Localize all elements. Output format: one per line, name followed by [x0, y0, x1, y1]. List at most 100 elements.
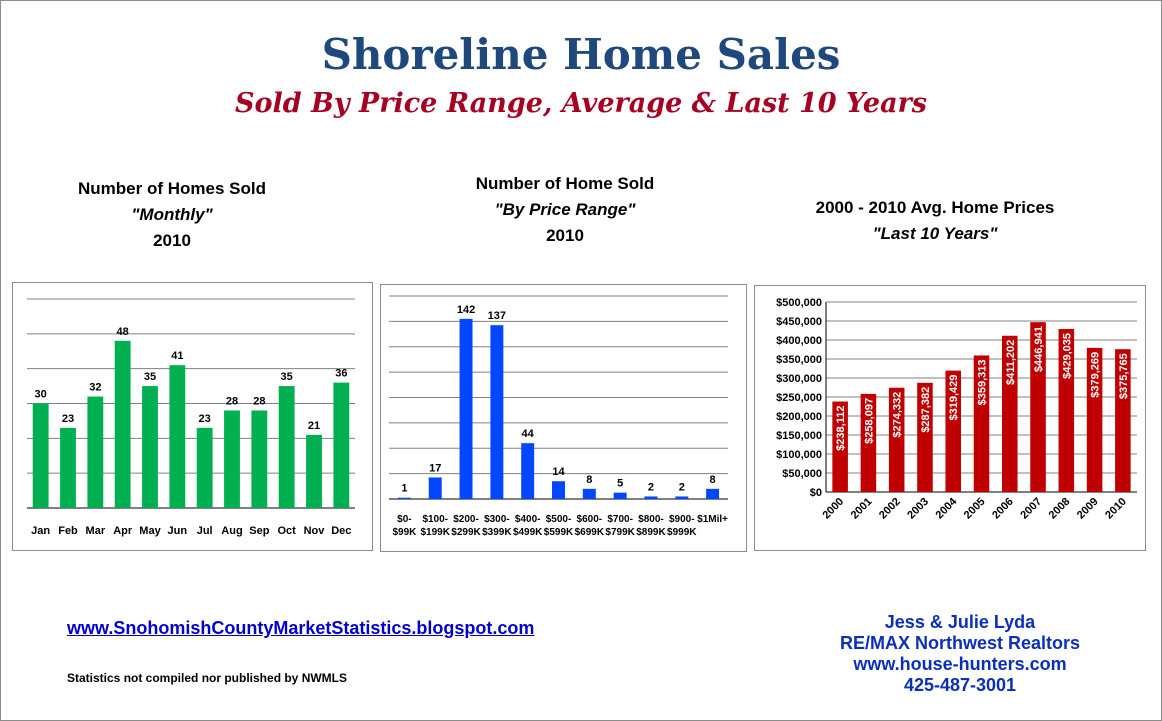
price-range-x-tick-label: $500- [546, 514, 572, 525]
monthly-x-tick-label: Jun [168, 525, 188, 537]
chart2-heading-line1: Number of Home Sold [475, 174, 655, 193]
price-range-bar [521, 443, 535, 499]
avg-price-x-tick-label: 2004 [934, 495, 960, 521]
avg-price-y-tick-label: $0 [810, 487, 822, 499]
price-range-x-tick-label: $199K [420, 527, 450, 538]
monthly-x-tick-label: May [139, 525, 161, 537]
monthly-data-label: 28 [226, 395, 238, 407]
avg-price-x-tick-label: 2007 [1018, 496, 1044, 522]
chart1-heading-line1: Number of Homes Sold [78, 179, 266, 198]
contact-website[interactable]: www.house-hunters.com [853, 654, 1067, 674]
monthly-x-tick-label: Aug [221, 525, 242, 537]
monthly-bar [169, 365, 186, 508]
avg-price-chart-box: $0 $50,000 $100,000 $150,000 $200,000 $250,00… [754, 285, 1146, 551]
avg-price-data-label: $411,202 [1005, 340, 1017, 385]
avg-price-data-label: $359,313 [977, 359, 989, 405]
chart3-heading: 2000 - 2010 Avg. Home Prices "Last 10 Ye… [790, 195, 1080, 247]
monthly-x-tick-label: Nov [304, 525, 326, 537]
avg-price-bar [1058, 328, 1075, 492]
price-range-data-label: 1 [401, 483, 407, 495]
price-range-x-tick-label: $399K [482, 527, 512, 538]
monthly-x-tick-label: Jul [197, 525, 213, 537]
price-range-x-tick-label: $200- [453, 514, 479, 525]
price-range-x-tick-label: $799K [605, 527, 635, 538]
chart2-heading-line3: 2010 [546, 226, 584, 245]
monthly-bar [251, 410, 268, 508]
monthly-bar [32, 403, 49, 508]
price-range-bar [552, 481, 565, 499]
monthly-bar [278, 386, 295, 508]
avg-price-data-label: $258,097 [863, 398, 875, 444]
price-range-x-tick-label: $699K [575, 527, 605, 538]
monthly-data-label: 35 [281, 371, 293, 383]
avg-price-data-label: $375,765 [1118, 353, 1130, 399]
chart2-heading-line2: "By Price Range" [494, 200, 636, 219]
monthly-x-tick-label: Mar [86, 525, 106, 537]
avg-price-x-tick-label: 2010 [1103, 496, 1129, 522]
avg-price-bar [1001, 335, 1018, 492]
price-range-x-tick-label: $0- [397, 514, 411, 525]
price-range-data-label: 137 [488, 310, 506, 322]
monthly-bar [306, 434, 322, 508]
avg-price-y-tick-label: $500,000 [776, 297, 822, 309]
chart3-heading-line1: 2000 - 2010 Avg. Home Prices [815, 198, 1055, 217]
price-range-bar [397, 497, 411, 499]
price-range-x-tick-label: $400- [515, 514, 541, 525]
price-range-chart-box: 1 $0- $99K 17 $100- $199K 142 $200- $299K 137 $300… [380, 284, 747, 552]
avg-price-y-tick-label: $300,000 [776, 373, 822, 385]
avg-price-x-tick-label: 2005 [962, 496, 988, 522]
monthly-data-label: 48 [117, 326, 129, 338]
avg-price-x-tick-label: 2006 [990, 496, 1016, 522]
price-range-x-tick-label: $600- [577, 514, 603, 525]
price-range-x-tick-label: $499K [513, 527, 543, 538]
contact-company: RE/MAX Northwest Realtors [839, 633, 1081, 653]
avg-price-y-tick-label: $200,000 [776, 411, 822, 423]
avg-price-data-label: $238,112 [835, 406, 847, 451]
monthly-bar [60, 427, 76, 508]
monthly-bar [333, 382, 350, 508]
price-range-data-label: 2 [648, 481, 654, 493]
monthly-x-tick-label: Dec [331, 525, 351, 537]
chart1-heading-line3: 2010 [153, 231, 191, 250]
page-subtitle: Sold By Price Range, Average & Last 10 Y… [234, 88, 928, 119]
avg-price-data-label: $287,382 [920, 387, 932, 433]
avg-price-x-tick-label: 2008 [1047, 496, 1073, 522]
blog-link[interactable]: www.SnohomishCountyMarketStatistics.blog… [67, 618, 535, 638]
price-range-x-tick-label: $700- [607, 514, 633, 525]
price-range-bar [675, 496, 689, 499]
monthly-bar [87, 396, 104, 508]
contact-block: Jess & Julie Lyda RE/MAX Northwest Realt… [820, 612, 1100, 696]
monthly-bar [224, 410, 240, 508]
price-range-data-label: 17 [429, 462, 441, 474]
price-range-x-tick-label: $300- [484, 514, 510, 525]
price-range-bar [428, 477, 442, 499]
monthly-data-label: 41 [171, 350, 183, 362]
price-range-x-tick-label: $599K [544, 527, 574, 538]
monthly-x-tick-label: Jan [31, 525, 50, 537]
price-range-bar [644, 496, 658, 499]
avg-price-bar [1086, 347, 1103, 492]
price-range-x-tick-label: $899K [636, 527, 666, 538]
price-range-bar [490, 325, 504, 499]
avg-price-y-tick-label: $250,000 [776, 392, 822, 404]
avg-price-y-tick-label: $100,000 [776, 449, 822, 461]
avg-price-data-label: $379,269 [1090, 352, 1102, 398]
price-range-bar [459, 318, 473, 499]
monthly-bar [196, 427, 213, 508]
monthly-chart-box: 30 Jan 23 Feb 32 Mar 48 Apr 35 May 41 Jun 23 Jul 28 Aug… [12, 282, 373, 551]
monthly-data-label: 23 [62, 413, 74, 425]
avg-price-bar [832, 401, 848, 492]
monthly-data-label: 21 [308, 420, 320, 432]
avg-price-bar [945, 370, 962, 492]
avg-price-x-tick-label: 2001 [849, 496, 875, 522]
avg-price-chart: $0 $50,000 $100,000 $150,000 $200,000 $250,00… [776, 297, 1137, 522]
monthly-data-label: 36 [335, 368, 347, 380]
chart1-heading: Number of Homes Sold "Monthly" 2010 [52, 176, 292, 254]
price-range-x-tick-label: $800- [638, 514, 664, 525]
avg-price-bar [888, 387, 905, 492]
avg-price-bar [1030, 322, 1046, 492]
monthly-x-tick-label: Feb [58, 525, 78, 537]
avg-price-y-tick-label: $400,000 [776, 335, 822, 347]
monthly-data-label: 28 [253, 395, 265, 407]
monthly-data-label: 35 [144, 371, 156, 383]
